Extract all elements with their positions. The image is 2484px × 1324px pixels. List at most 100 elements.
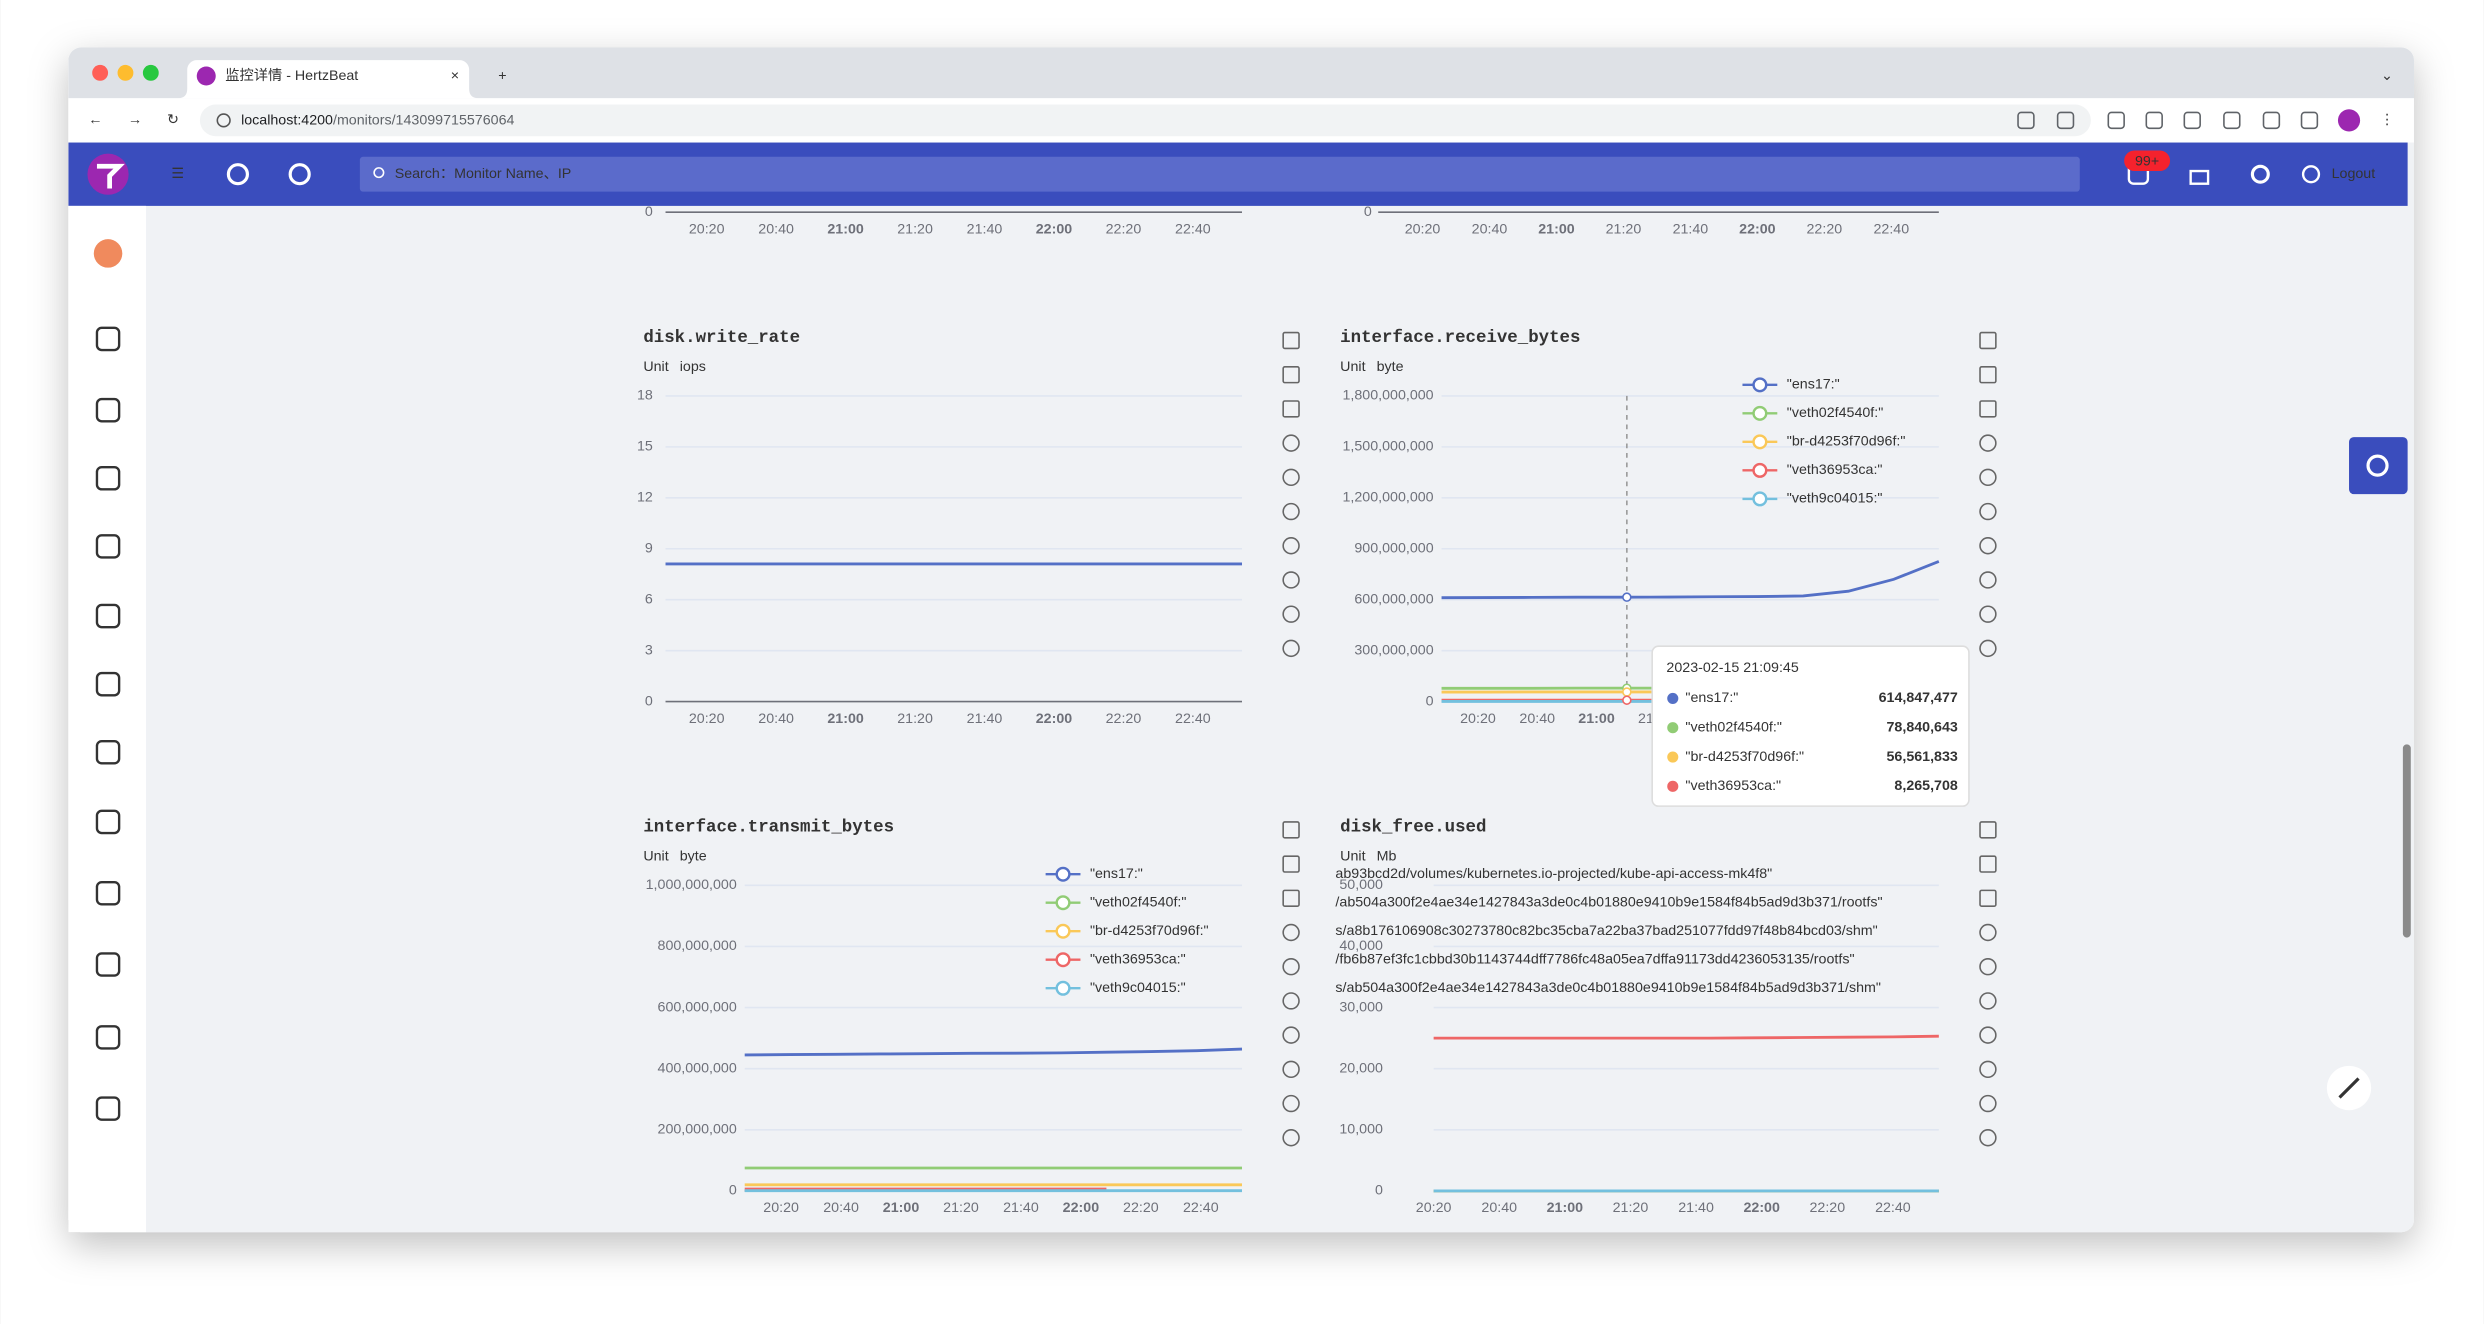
extension-icon[interactable]: [2056, 111, 2075, 130]
max-dot[interactable]: [142, 64, 159, 81]
legend-label[interactable]: "veth36953ca:": [1787, 462, 1883, 478]
reload[interactable]: ↻: [167, 112, 179, 128]
toolbox-icon[interactable]: [1282, 1026, 1300, 1044]
legend-label[interactable]: "br-d4253f70d96f:": [1090, 923, 1209, 939]
toolbox-icon[interactable]: [1979, 889, 1997, 908]
toolbox-icon[interactable]: [1979, 992, 1997, 1010]
toolbox-icon[interactable]: [1979, 502, 1997, 521]
legend-symbol[interactable]: [1055, 923, 1071, 939]
toolbox-icon[interactable]: [1282, 1129, 1300, 1147]
new-tab[interactable]: +: [498, 68, 506, 84]
omnibox[interactable]: [199, 104, 2091, 137]
avatar[interactable]: [93, 239, 123, 268]
toolbox-icon[interactable]: [1979, 855, 1997, 873]
extension-icon[interactable]: [2017, 111, 2035, 130]
settings[interactable]: [2250, 164, 2270, 184]
toolbox-icon[interactable]: [1979, 1129, 1997, 1147]
legend-symbol[interactable]: [1055, 866, 1071, 882]
menu-icon[interactable]: [95, 739, 121, 765]
toolbox-icon[interactable]: [1282, 468, 1300, 487]
toolbox-icon[interactable]: [1979, 1094, 1997, 1113]
legend-label[interactable]: "veth9c04015:": [1090, 980, 1186, 996]
extension-icon[interactable]: [2183, 111, 2201, 130]
toolbox-icon[interactable]: [1282, 537, 1300, 555]
github[interactable]: [226, 163, 249, 186]
profile[interactable]: [2337, 109, 2361, 132]
extension-icon[interactable]: [2262, 111, 2281, 130]
legend-label[interactable]: "veth36953ca:": [1090, 952, 1186, 968]
gitee[interactable]: [288, 163, 311, 186]
menu-icon[interactable]: [95, 326, 121, 352]
toolbox-icon[interactable]: [1979, 1026, 1997, 1044]
toolbox-icon[interactable]: [1979, 400, 1997, 418]
toolbox-icon[interactable]: [1282, 889, 1300, 908]
extension-icon[interactable]: [2107, 111, 2125, 130]
scrollbar[interactable]: [2402, 744, 2411, 938]
menu-icon[interactable]: [95, 1096, 121, 1121]
back[interactable]: ←: [88, 112, 102, 128]
toolbox-icon[interactable]: [1282, 571, 1300, 589]
menu-toggle[interactable]: ☰: [171, 166, 184, 182]
toolbox-icon[interactable]: [1979, 821, 1997, 839]
legend-label[interactable]: "veth02f4540f:": [1787, 405, 1883, 421]
legend-label[interactable]: "br-d4253f70d96f:": [1787, 434, 1906, 450]
toolbox-icon[interactable]: [1282, 992, 1300, 1010]
toolbox-icon[interactable]: [1979, 331, 1997, 350]
toolbox-icon[interactable]: [1282, 1060, 1300, 1079]
legend-symbol[interactable]: [1055, 952, 1071, 968]
toolbox-icon[interactable]: [1282, 331, 1300, 350]
legend-label[interactable]: "ens17:": [1090, 866, 1143, 882]
legend-symbol[interactable]: [1752, 491, 1768, 507]
active-tab[interactable]: [177, 60, 479, 99]
forward[interactable]: →: [128, 112, 142, 128]
toolbox-icon[interactable]: [1979, 605, 1997, 623]
extension-icon[interactable]: [2223, 111, 2241, 130]
menu-icon[interactable]: [95, 397, 121, 423]
menu-icon[interactable]: [95, 880, 121, 906]
legend-symbol[interactable]: [1752, 434, 1768, 450]
toolbox-icon[interactable]: [1979, 571, 1997, 589]
min-dot[interactable]: [117, 64, 134, 81]
search-box[interactable]: [359, 156, 2080, 192]
toolbox-icon[interactable]: [1979, 468, 1997, 487]
chrome-menu[interactable]: ⋮: [2380, 112, 2394, 128]
toolbox-icon[interactable]: [1979, 1060, 1997, 1079]
toolbox-icon[interactable]: [1979, 639, 1997, 658]
logout[interactable]: Logout: [2332, 166, 2376, 182]
legend-label[interactable]: s/a8b176106908c30273780c82bc35cba7a22ba3…: [1335, 923, 1877, 939]
logout-icon[interactable]: [2301, 165, 2321, 184]
menu-icon[interactable]: [95, 1025, 121, 1050]
legend-symbol[interactable]: [1752, 405, 1768, 421]
close-dot[interactable]: [92, 64, 109, 81]
extension-icon[interactable]: [2300, 111, 2319, 130]
legend-label[interactable]: /fb6b87ef3fc1cbbd30b1143744dff7786fc48a0…: [1335, 952, 1854, 968]
toolbox-icon[interactable]: [1282, 821, 1300, 839]
toolbox-icon[interactable]: [1282, 957, 1300, 976]
toolbox-icon[interactable]: [1979, 537, 1997, 555]
toolbox-icon[interactable]: [1282, 366, 1300, 384]
site-info[interactable]: [216, 113, 231, 128]
legend-symbol[interactable]: [1055, 980, 1071, 996]
toolbox-icon[interactable]: [1282, 605, 1300, 623]
legend-symbol[interactable]: [1752, 462, 1768, 478]
legend-label[interactable]: ab93bcd2d/volumes/kubernetes.io-projecte…: [1335, 866, 1772, 882]
toolbox-icon[interactable]: [1282, 400, 1300, 418]
legend-symbol[interactable]: [1055, 895, 1071, 911]
toolbox-icon[interactable]: [1282, 855, 1300, 873]
legend-symbol[interactable]: [1752, 377, 1768, 393]
legend-label[interactable]: "ens17:": [1787, 377, 1840, 393]
toolbox-icon[interactable]: [1979, 434, 1997, 452]
legend-label[interactable]: /ab504a300f2e4ae34e1427843a3de0c4b01880e…: [1335, 894, 1882, 910]
legend-label[interactable]: "veth9c04015:": [1787, 491, 1883, 507]
extension-icon[interactable]: [2145, 111, 2163, 130]
menu-icon[interactable]: [95, 671, 121, 697]
tab-close[interactable]: ×: [451, 68, 459, 84]
toolbox-icon[interactable]: [1282, 923, 1300, 942]
toolbox-icon[interactable]: [1282, 502, 1300, 521]
toolbox-icon[interactable]: [1282, 434, 1300, 452]
legend-label[interactable]: s/ab504a300f2e4ae34e1427843a3de0c4b01880…: [1335, 980, 1881, 996]
menu-icon[interactable]: [95, 534, 121, 559]
menu-icon[interactable]: [95, 809, 121, 835]
lock[interactable]: [2189, 169, 2210, 185]
settings-drawer[interactable]: [2349, 437, 2408, 495]
